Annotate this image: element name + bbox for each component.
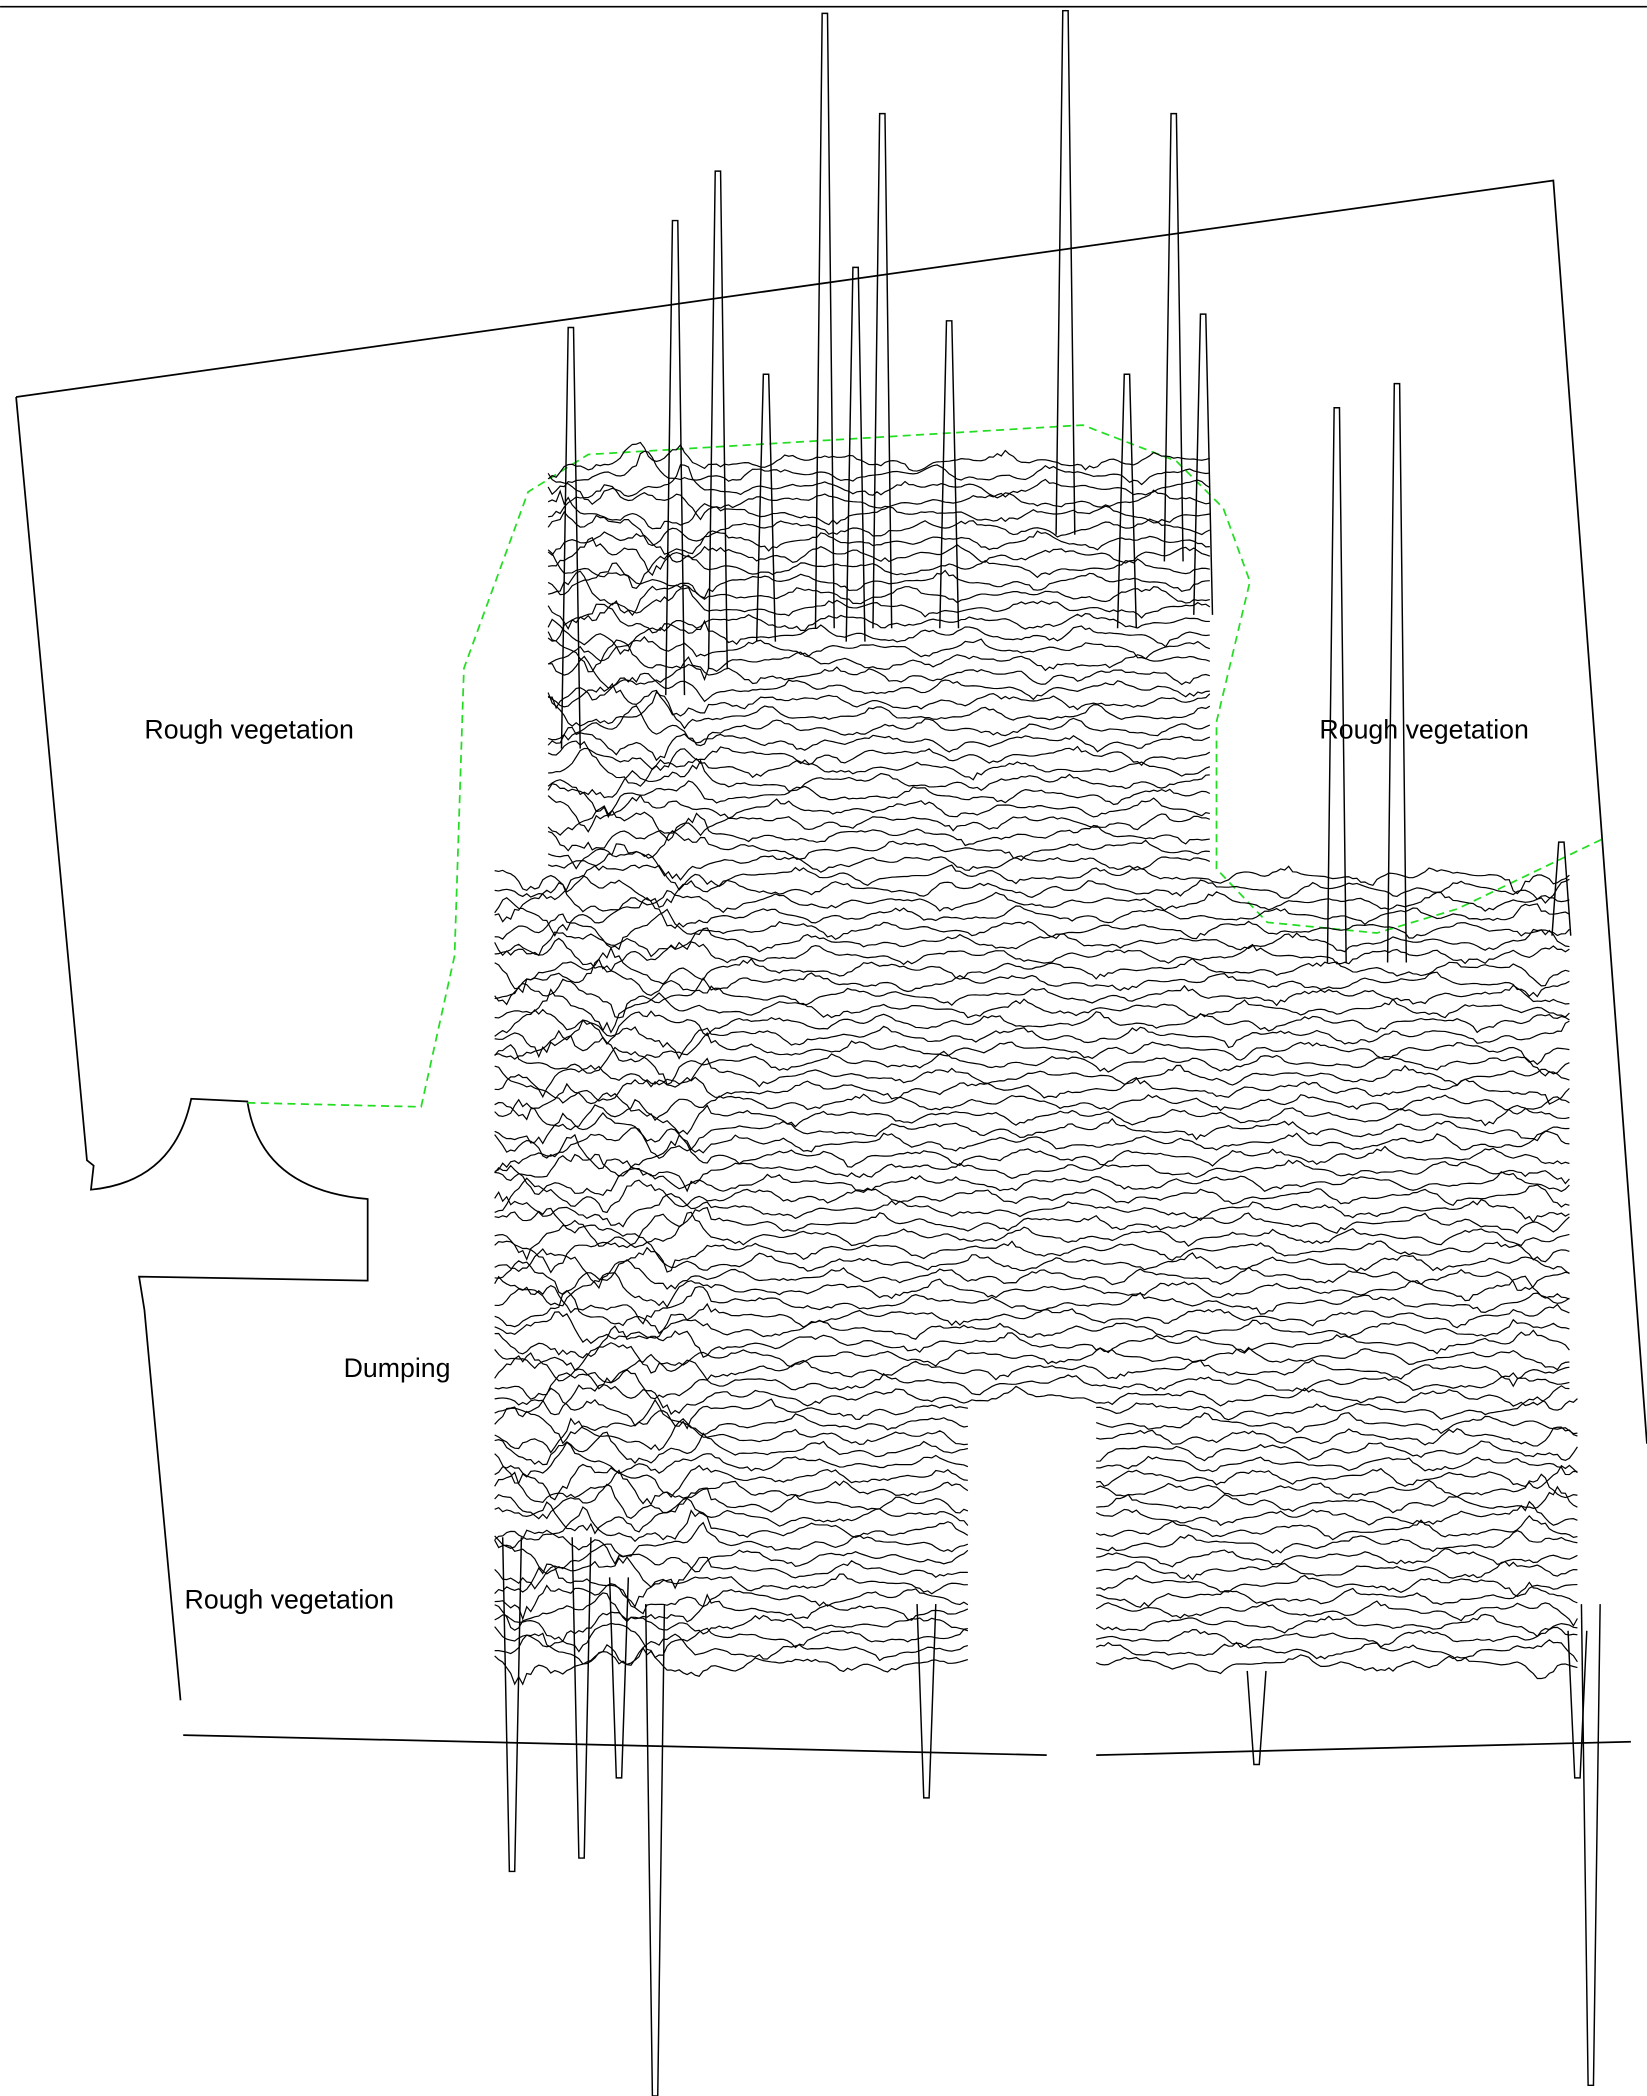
page: Rough vegetation Rough vegetation Rough …: [0, 0, 1647, 2096]
trace: [548, 741, 1210, 770]
trace: [1096, 1562, 1577, 1580]
trace: [709, 171, 728, 668]
trace: [548, 727, 1210, 760]
trace: [548, 571, 1210, 615]
trace: [548, 646, 1210, 680]
trace: [873, 114, 892, 629]
area-label: Rough vegetation: [185, 1584, 394, 1614]
trace: [548, 619, 1210, 653]
trace: [495, 1010, 1570, 1044]
survey-plot: Rough vegetation Rough vegetation Rough …: [0, 0, 1647, 2096]
trace: [495, 978, 1570, 1018]
trace: [495, 1128, 1570, 1159]
trace: [1096, 1627, 1577, 1647]
trace: [495, 883, 1570, 922]
area-label: Rough vegetation: [144, 714, 353, 744]
trace: [495, 1326, 1570, 1358]
trace: [1096, 1413, 1577, 1434]
trace: [495, 1192, 1570, 1226]
trace: [1096, 1397, 1577, 1420]
trace: [495, 1154, 1570, 1191]
trace: [548, 465, 1210, 504]
trace: [548, 684, 1210, 716]
trace: [495, 1388, 968, 1428]
trace: [495, 1166, 1570, 1196]
trace: [495, 928, 1570, 956]
trace: [1118, 374, 1137, 628]
trace: [1096, 1582, 1577, 1607]
site-boundary: [1096, 1742, 1631, 1755]
trace: [1552, 842, 1571, 936]
trace: [572, 1537, 591, 1858]
trace: [1096, 1465, 1577, 1488]
trace: [548, 604, 1210, 641]
trace: [646, 1604, 665, 2096]
trace: [495, 1484, 968, 1518]
trace: [495, 1645, 968, 1684]
trace: [548, 692, 1210, 728]
trace: [495, 1045, 1570, 1085]
trace: [495, 1286, 1570, 1324]
trace: [495, 1384, 1570, 1414]
trace: [1096, 1655, 1577, 1679]
trace: [495, 1593, 968, 1630]
trace: [548, 656, 1210, 688]
trace: [495, 909, 1570, 949]
trace: [1096, 1549, 1577, 1567]
trace: [548, 451, 1210, 494]
trace: [495, 1273, 1570, 1307]
trace: [495, 938, 1570, 972]
trace: [548, 485, 1210, 520]
trace: [1056, 11, 1075, 535]
trace: [495, 1084, 1570, 1120]
trace: [846, 267, 865, 641]
area-label: Dumping: [344, 1353, 451, 1383]
area-label: Rough vegetation: [1319, 714, 1528, 744]
trace: [495, 1075, 1570, 1104]
trace: [757, 374, 776, 641]
trace: [917, 1604, 936, 1798]
trace: [1096, 1640, 1577, 1662]
trace: [1096, 1427, 1577, 1446]
trace: [495, 1564, 968, 1606]
trace: [495, 1260, 1570, 1295]
trace: [562, 328, 581, 749]
trace: [1096, 1614, 1577, 1636]
site-boundary: [16, 397, 368, 1700]
trace: [1096, 1531, 1577, 1553]
trace: [548, 512, 1210, 546]
trace: [548, 673, 1210, 708]
trace: [1327, 408, 1346, 963]
trace: [495, 1584, 968, 1619]
trace: [495, 1523, 968, 1564]
trace: [610, 1577, 629, 1778]
trace: [495, 1343, 1570, 1373]
trace: [1096, 1457, 1577, 1475]
trace: [1164, 114, 1183, 562]
trace: [548, 588, 1210, 629]
trace: [548, 632, 1210, 672]
trace: [495, 865, 1570, 893]
trace: [1096, 1487, 1577, 1513]
trace: [495, 1237, 1570, 1272]
trace: [495, 1633, 968, 1665]
trace: [1096, 1441, 1577, 1461]
trace: [548, 761, 1210, 798]
trace: [548, 442, 1210, 478]
trace: [548, 706, 1210, 746]
traces: [495, 11, 1600, 2096]
